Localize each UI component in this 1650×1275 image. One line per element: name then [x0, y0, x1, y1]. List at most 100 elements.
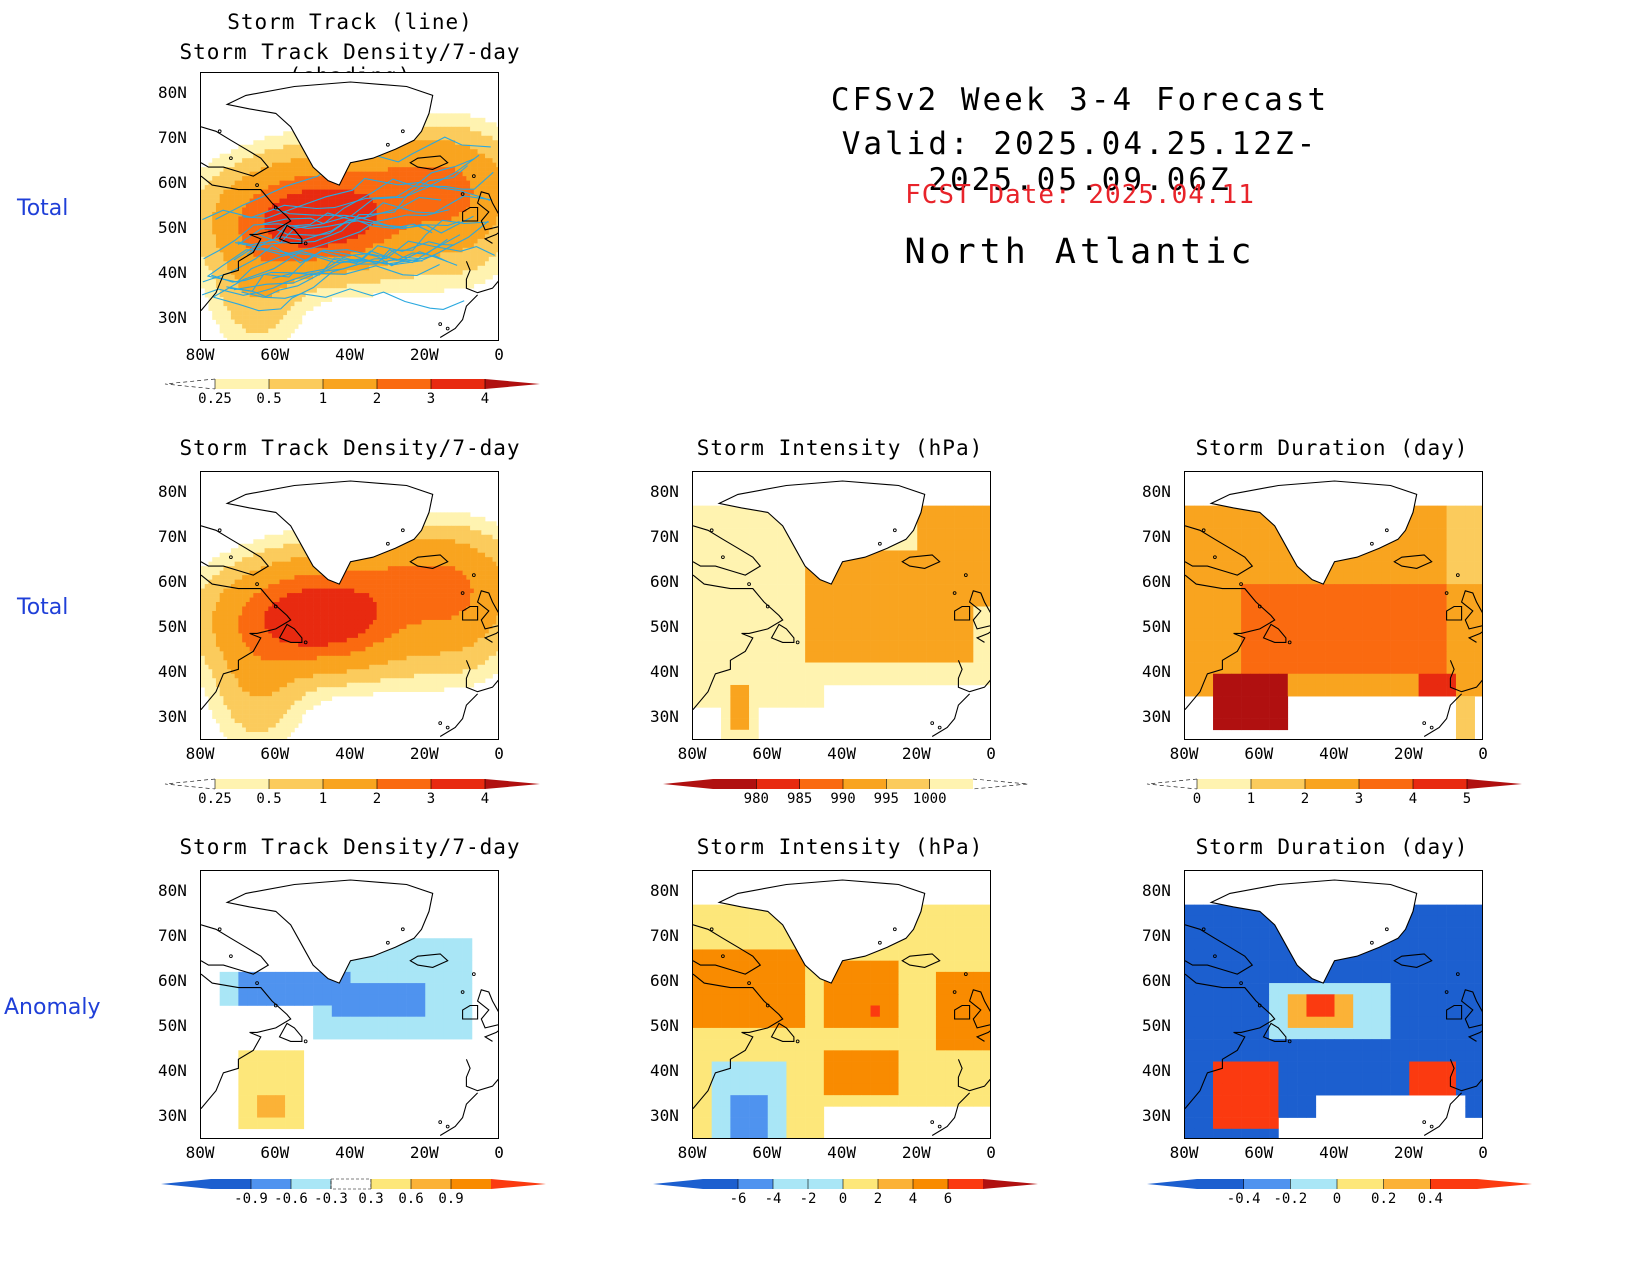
colorbar-tick-label: -4 [765, 1191, 782, 1207]
row-label-total-2: Total [17, 595, 69, 620]
colorbar-segment [948, 1179, 983, 1189]
colorbar-tick-label: -2 [800, 1191, 817, 1207]
colorbar-segment [215, 379, 269, 389]
colorbar-segment [929, 779, 973, 789]
colorbar-arrow-right [972, 778, 1029, 790]
colorbar-tick-label: 4 [481, 391, 489, 407]
colorbar-tick-label: 985 [787, 791, 812, 807]
colorbar-tick-label: -0.6 [274, 1191, 308, 1207]
lon-tick-label: 80W [1169, 744, 1199, 763]
lon-tick-label: 60W [752, 1143, 782, 1162]
lon-tick-label: 0 [494, 345, 504, 364]
colorbar-segment [773, 1179, 808, 1189]
lat-tick-label: 80N [158, 881, 187, 901]
colorbar-tick-label: 2 [1301, 791, 1309, 807]
colorbar-tick-label: 980 [744, 791, 769, 807]
colorbar-segment [1413, 779, 1467, 789]
lon-tick-label: 60W [260, 744, 290, 763]
panel-title-density-anom: Storm Track Density/7-day [179, 835, 521, 859]
lon-tick-label: 0 [1478, 1143, 1488, 1162]
lon-tick-label: 0 [494, 744, 504, 763]
lat-tick-label: 40N [1142, 661, 1171, 681]
colorbar-arrow-right [485, 779, 540, 789]
lon-tick-label: 40W [335, 345, 364, 364]
lat-tick-label: 30N [650, 1105, 679, 1125]
colorbar-tick-label: 0.9 [438, 1191, 463, 1207]
lon-tick-label: 40W [1319, 1143, 1348, 1162]
colorbar-tick-label: 2 [373, 391, 381, 407]
colorbar-segment [451, 1179, 491, 1189]
colorbar-tick-label: 0 [839, 1191, 847, 1207]
lon-tick-label: 40W [827, 744, 856, 763]
colorbar-tick-label: 0.25 [198, 391, 232, 407]
lon-tick-label: 20W [409, 345, 439, 364]
lat-tick-label: 50N [1142, 1015, 1171, 1035]
colorbar-segment [1197, 1179, 1244, 1189]
colorbar-arrow-left [161, 1179, 211, 1189]
panel-title-density-total: Storm Track Density/7-day [179, 436, 521, 460]
lat-tick-label: 30N [158, 307, 187, 327]
map-panel-density-total [200, 471, 499, 740]
colorbar-arrow-left [164, 778, 216, 790]
lon-tick-label: 60W [752, 744, 782, 763]
colorbar-segment [1251, 779, 1305, 789]
colorbar-arrow-left [653, 1179, 703, 1189]
colorbar-tick-label: -0.2 [1273, 1191, 1307, 1207]
panel-title-intensity-total: Storm Intensity (hPa) [696, 436, 984, 460]
colorbar-track-total: 0.25 0.5 1 2 3 4 [164, 378, 540, 407]
colorbar-tick-label: 0.6 [398, 1191, 423, 1207]
lat-tick-label: 80N [158, 83, 187, 103]
lat-tick-label: 40N [158, 1060, 187, 1080]
lon-tick-label: 0 [494, 1143, 504, 1162]
lon-tick-label: 80W [185, 1143, 215, 1162]
row-label-total-1: Total [17, 196, 69, 221]
lat-tick-label: 30N [1142, 706, 1171, 726]
lat-tick-label: 60N [1142, 572, 1171, 592]
lat-tick-label: 60N [1142, 971, 1171, 991]
colorbar-tick-label: 3 [427, 391, 435, 407]
colorbar-segment [211, 1179, 251, 1189]
header-line2: Valid: 2025.04.25.12Z-2025.05.09.06Z [841, 126, 1319, 198]
colorbar-tick-label: 0.5 [256, 791, 281, 807]
lon-tick-label: 40W [827, 1143, 856, 1162]
colorbar-tick-label: 0.5 [256, 391, 281, 407]
colorbar-duration-total: 0 1 2 3 4 5 [1146, 778, 1522, 807]
lat-tick-label: 60N [158, 572, 187, 592]
colorbar-tick-label: 1000 [913, 791, 947, 807]
colorbar-segment [1243, 1179, 1291, 1189]
colorbar-segment [878, 1179, 913, 1189]
lat-tick-label: 80N [1142, 482, 1171, 502]
lat-tick-label: 70N [158, 128, 187, 148]
lat-tick-label: 60N [158, 173, 187, 193]
colorbar-tick-label: 2 [874, 1191, 882, 1207]
lat-tick-label: 60N [650, 572, 679, 592]
colorbar-arrow-left [663, 779, 713, 789]
lat-tick-label: 50N [158, 217, 187, 237]
lon-tick-label: 0 [986, 1143, 996, 1162]
colorbar-tick-label: 6 [944, 1191, 952, 1207]
colorbar-segment [1337, 1179, 1384, 1189]
colorbar-segment [330, 1178, 372, 1190]
lat-tick-label: 70N [1142, 926, 1171, 946]
colorbar-tick-label: 1 [1247, 791, 1255, 807]
colorbar-duration-anom: -0.4 -0.2 0 0.2 0.4 [1147, 1179, 1532, 1207]
lon-tick-label: 20W [1393, 744, 1423, 763]
lon-tick-label: 20W [409, 744, 439, 763]
lat-tick-label: 40N [158, 262, 187, 282]
lat-tick-label: 40N [650, 661, 679, 681]
colorbar-segment [431, 379, 485, 389]
colorbar-tick-label: 4 [481, 791, 489, 807]
lon-tick-label: 20W [901, 1143, 931, 1162]
lon-tick-label: 20W [901, 744, 931, 763]
colorbar-segment [843, 1179, 878, 1189]
lon-tick-label: 80W [185, 744, 215, 763]
map-panel-duration-anom [1184, 870, 1483, 1139]
colorbar-tick-label: 0.2 [1371, 1191, 1396, 1207]
colorbar-segment [377, 379, 431, 389]
colorbar-tick-label: 3 [1355, 791, 1363, 807]
colorbar-segment [377, 779, 431, 789]
lat-tick-label: 30N [158, 706, 187, 726]
lat-tick-label: 60N [158, 971, 187, 991]
colorbar-tick-label: -0.3 [314, 1191, 348, 1207]
lat-tick-label: 30N [1142, 1105, 1171, 1125]
